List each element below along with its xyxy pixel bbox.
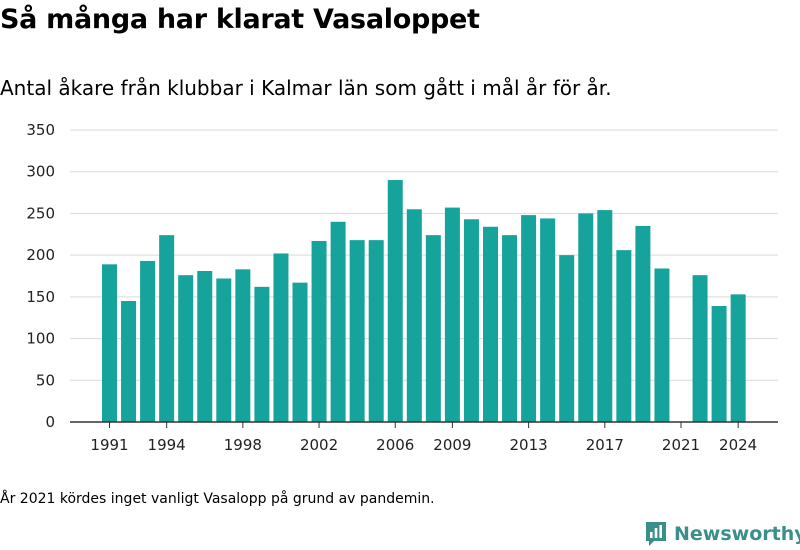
- bar-1998: [235, 269, 251, 422]
- bar-2005: [368, 240, 384, 422]
- bar-1996: [197, 270, 213, 422]
- y-tick-label: 150: [26, 288, 55, 306]
- bar-1991: [102, 264, 117, 422]
- bar-2014: [540, 218, 556, 422]
- y-gridlines: [70, 129, 778, 381]
- bars: [102, 180, 746, 422]
- bar-2006: [387, 180, 403, 422]
- bar-1997: [216, 278, 232, 422]
- x-tick-label: 1994: [148, 436, 186, 454]
- chart-title: Så många har klarat Vasaloppet: [0, 4, 480, 35]
- bar-2002: [311, 240, 327, 422]
- bar-2011: [483, 226, 498, 422]
- bar-1995: [178, 275, 194, 422]
- footnote: År 2021 kördes inget vanligt Vasalopp på…: [0, 491, 435, 507]
- bar-1994: [159, 235, 175, 422]
- x-tick-label: 2013: [510, 436, 548, 454]
- newsworthy-logo: Newsworthy: [644, 519, 800, 549]
- x-tick-label: 2017: [586, 436, 624, 454]
- y-tick-label: 50: [36, 371, 55, 389]
- y-tick-label: 250: [26, 204, 55, 222]
- newsworthy-logo-text: Newsworthy: [674, 523, 800, 545]
- bar-2009: [444, 207, 460, 422]
- bar-2000: [273, 253, 289, 422]
- bar-2015: [559, 255, 575, 422]
- bar-1992: [121, 301, 137, 422]
- bar-2012: [502, 235, 518, 422]
- bar-2019: [635, 225, 651, 422]
- bar-2017: [597, 210, 613, 422]
- x-tick-label: 2006: [376, 436, 414, 454]
- bar-2024: [730, 294, 746, 422]
- bar-1999: [254, 286, 270, 422]
- bar-2010: [463, 219, 479, 422]
- x-tick-label: 2024: [719, 436, 757, 454]
- bar-chart: 0 50 100 150 200 250 300 350 1991 1994 1998 2002 20…: [26, 121, 778, 454]
- bar-2003: [330, 221, 346, 422]
- newsworthy-logo-icon: [646, 522, 666, 546]
- bar-2018: [616, 250, 632, 422]
- bar-2013: [521, 215, 537, 422]
- x-tick-label: 1998: [224, 436, 262, 454]
- y-tick-label: 300: [26, 163, 55, 181]
- y-tick-label: 350: [26, 121, 55, 139]
- x-axis-ticks: 1991 1994 1998 2002 2006 2009 2013 2017 2021 2024: [90, 422, 757, 454]
- y-tick-label: 100: [26, 330, 55, 348]
- bar-2007: [406, 209, 422, 422]
- y-axis-labels: 0 50 100 150 200 250 300 350: [26, 121, 55, 431]
- bar-2001: [292, 282, 308, 422]
- bar-2016: [578, 213, 594, 422]
- bar-1993: [140, 260, 156, 422]
- chart-subtitle: Antal åkare från klubbar i Kalmar län so…: [0, 76, 612, 100]
- bar-2022: [692, 275, 708, 422]
- x-tick-label: 2021: [662, 436, 700, 454]
- x-tick-label: 1991: [90, 436, 128, 454]
- x-tick-label: 2002: [300, 436, 338, 454]
- y-tick-label: 0: [45, 413, 55, 431]
- bar-2023: [711, 306, 727, 422]
- bar-2004: [349, 240, 365, 422]
- y-tick-label: 200: [26, 246, 55, 264]
- bar-2020: [654, 268, 670, 422]
- bar-2008: [425, 235, 441, 422]
- x-tick-label: 2009: [433, 436, 471, 454]
